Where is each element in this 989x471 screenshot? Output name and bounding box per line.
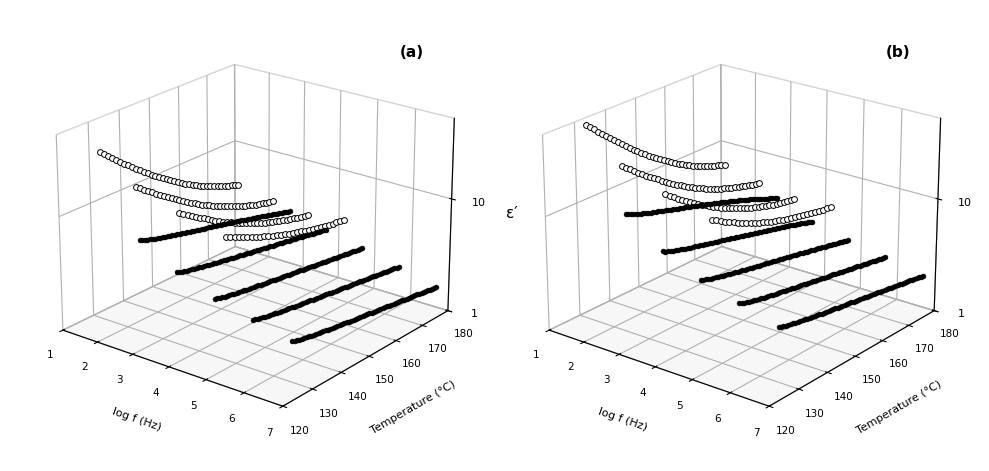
X-axis label: log f (Hz): log f (Hz) [597, 406, 649, 432]
X-axis label: log f (Hz): log f (Hz) [111, 406, 162, 432]
Y-axis label: Temperature (°C): Temperature (°C) [854, 379, 944, 436]
Text: (b): (b) [886, 46, 910, 60]
Y-axis label: Temperature (°C): Temperature (°C) [369, 379, 457, 436]
Text: (a): (a) [400, 46, 423, 60]
